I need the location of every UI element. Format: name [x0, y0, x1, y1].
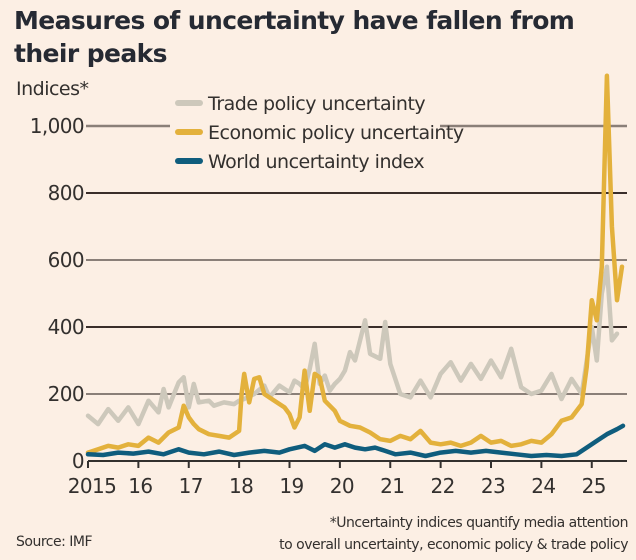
- x-tick-label: 20: [330, 474, 354, 498]
- series-line-world-uncertainty-index: [85, 423, 626, 459]
- footnote: *Uncertainty indices quantify media atte…: [279, 512, 628, 556]
- x-tick-label: 23: [481, 474, 505, 498]
- x-tick-label: 2015: [68, 474, 117, 498]
- y-tick-label: 600: [48, 248, 84, 272]
- footnote-line-2: to overall uncertainty, economic policy …: [279, 537, 628, 553]
- series-lines: [85, 73, 626, 459]
- footnote-line-1: *Uncertainty indices quantify media atte…: [329, 515, 629, 531]
- y-axis-ticks: 0 200 400 600 800 1,000: [30, 114, 85, 473]
- legend-label: Trade policy uncertainty: [207, 93, 425, 115]
- x-tick-label: 22: [431, 474, 455, 498]
- y-tick-label: 400: [48, 315, 84, 339]
- y-tick-label: 1,000: [30, 114, 84, 138]
- x-tick-label: 25: [582, 474, 606, 498]
- y-tick-label: 0: [72, 449, 84, 473]
- series-line-economic-policy-uncertainty: [85, 73, 625, 455]
- legend: Trade policy uncertainty Economic policy …: [175, 93, 464, 173]
- source-note: Source: IMF: [16, 534, 93, 550]
- x-tick-label: 19: [279, 474, 303, 498]
- x-tick-label: 21: [380, 474, 404, 498]
- x-tick-label: 24: [531, 474, 555, 498]
- y-tick-label: 800: [48, 181, 84, 205]
- chart-title: Measures of uncertainty have fallen from…: [14, 6, 575, 68]
- y-tick-label: 200: [48, 382, 84, 406]
- x-tick-label: 16: [128, 474, 152, 498]
- series-line-trade-policy-uncertainty: [85, 264, 620, 427]
- y-axis-unit-label: Indices*: [16, 78, 89, 100]
- legend-label: World uncertainty index: [208, 151, 424, 173]
- legend-label: Economic policy uncertainty: [208, 122, 464, 144]
- x-tick-label: 18: [229, 474, 253, 498]
- x-axis: 2015 16 17 18 19 20 21 22 23 24 25: [68, 460, 627, 498]
- x-tick-label: 17: [179, 474, 203, 498]
